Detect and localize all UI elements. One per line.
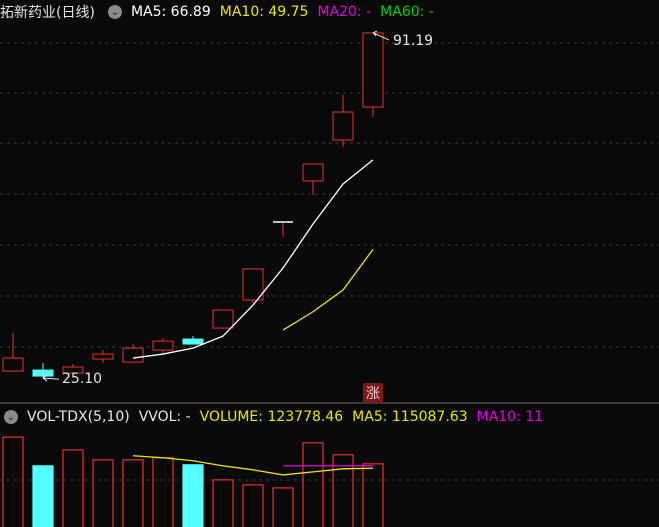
volume-bar: [152, 457, 174, 527]
volume-header: ⌄ VOL-TDX(5,10) VVOL: - VOLUME: 123778.46…: [0, 406, 659, 428]
legend-entry: MA60: -: [380, 4, 434, 20]
high-label: 91.19: [393, 33, 433, 49]
volume-bar: [92, 459, 114, 527]
ma-line: [282, 248, 374, 331]
candle-body: [242, 268, 264, 301]
candle-body: [302, 163, 324, 182]
volume-bar: [122, 459, 144, 527]
volume-bar: [212, 479, 234, 527]
legend-entry: VVOL: -: [138, 409, 191, 425]
legend-entry: MA5: 66.89: [130, 4, 211, 20]
volume-bar: [332, 454, 354, 527]
annotation-arrow: [372, 30, 390, 41]
candle-body: [122, 347, 144, 363]
badge-box: [363, 383, 383, 403]
candle-body: [212, 309, 234, 329]
candle-body: [2, 357, 24, 372]
ma-line: [132, 455, 374, 476]
candle-body: [182, 338, 204, 345]
dropdown-icon[interactable]: ⌄: [4, 410, 18, 424]
volume-bar: [242, 484, 264, 527]
annotation-arrow: [42, 374, 60, 382]
candle-body: [152, 340, 174, 351]
price-header: 拓新药业(日线) ⌄ MA5: 66.89 MA10: 49.75 MA20: - M…: [0, 1, 659, 23]
volume-bar: [302, 442, 324, 527]
candle-body: [332, 111, 354, 141]
ma-line: [132, 159, 374, 359]
legend-entry: MA10: 49.75: [219, 4, 309, 20]
low-label: 25.10: [62, 371, 102, 387]
legend-entry: MA5: 115087.63: [352, 409, 468, 425]
legend-entry: MA20: -: [317, 4, 372, 20]
legend-entry: VOLUME: 123778.46: [199, 409, 344, 425]
volume-bar: [2, 436, 24, 527]
volume-bar: [62, 449, 84, 527]
candle-body: [62, 366, 84, 374]
candle-body: [362, 32, 384, 108]
dropdown-icon[interactable]: ⌄: [107, 5, 122, 19]
indicator-title: VOL-TDX(5,10): [27, 409, 130, 425]
badge: 涨: [366, 386, 380, 402]
legend-entry: MA10: 11: [476, 409, 544, 425]
candle-body: [92, 353, 114, 360]
volume-bar: [32, 465, 54, 527]
volume-bar: [182, 464, 204, 527]
stock-title: 拓新药业(日线): [0, 5, 95, 21]
volume-bar: [272, 487, 294, 527]
candle-body: [32, 369, 54, 377]
volume-bar: [362, 463, 384, 527]
